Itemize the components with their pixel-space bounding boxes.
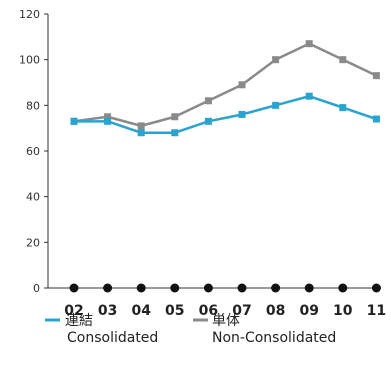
y-tick-label-60: 60	[26, 145, 40, 158]
data-point-consolidated-05	[171, 129, 179, 137]
series-line-consolidated	[74, 94, 377, 134]
x-tick-label-06: 06	[199, 303, 218, 319]
x-tick-label-11: 11	[367, 303, 386, 319]
data-point-non-consolidated-10	[339, 56, 347, 64]
legend-label-consolidated-jp: 連結	[65, 313, 93, 329]
y-tick-label-80: 80	[26, 99, 40, 112]
x-tick-dot-03	[103, 283, 113, 293]
data-point-non-consolidated-08	[272, 56, 280, 64]
x-tick-dot-05	[170, 283, 180, 293]
series-line-non-consolidated	[73, 42, 377, 128]
legend-item-non-consolidated: 単体 Non-Consolidated	[193, 313, 336, 346]
data-point-non-consolidated-06	[204, 97, 212, 105]
legend-label-non-consolidated-jp: 単体	[212, 313, 240, 329]
data-point-consolidated-02	[70, 117, 78, 125]
data-point-consolidated-11	[372, 115, 380, 123]
x-tick-label-08: 08	[266, 303, 285, 319]
x-tick-dot-11	[371, 283, 381, 293]
y-tick-label-0: 0	[33, 282, 40, 295]
data-point-non-consolidated-03	[104, 113, 112, 121]
legend: 連結 Consolidated 単体 Non-Consolidated	[45, 313, 336, 346]
x-tick-dot-07	[237, 283, 247, 293]
x-tick-dot-09	[304, 283, 314, 293]
x-tick-label-04: 04	[131, 303, 151, 319]
data-point-consolidated-04	[137, 129, 145, 137]
data-point-consolidated-09	[305, 92, 313, 100]
data-point-consolidated-06	[204, 117, 212, 125]
data-point-consolidated-08	[272, 101, 280, 109]
x-tick-label-03: 03	[98, 303, 117, 319]
data-point-non-consolidated-07	[238, 81, 246, 89]
x-tick-dot-02	[69, 283, 79, 293]
x-tick-dot-10	[338, 283, 348, 293]
data-point-consolidated-03	[104, 117, 112, 125]
y-tick-label-40: 40	[26, 191, 40, 204]
y-axis: 0 20 40 60 80 100 120	[19, 8, 49, 295]
x-tick-label-02: 02	[64, 303, 83, 319]
y-tick-label-100: 100	[19, 54, 40, 67]
data-point-consolidated-07	[238, 110, 246, 118]
x-tick-label-05: 05	[165, 303, 184, 319]
x-tick-label-07: 07	[232, 303, 251, 319]
x-tick-dot-06	[203, 283, 213, 293]
data-point-consolidated-10	[339, 104, 347, 112]
x-tick-label-09: 09	[299, 303, 318, 319]
legend-item-consolidated: 連結 Consolidated	[45, 313, 158, 346]
x-tick-dot-04	[136, 283, 146, 293]
data-point-non-consolidated-04	[137, 122, 145, 130]
y-tick-label-20: 20	[26, 236, 40, 249]
legend-label-consolidated-en: Consolidated	[67, 330, 158, 346]
series-layer	[70, 40, 380, 137]
legend-label-non-consolidated-en: Non-Consolidated	[212, 330, 336, 346]
data-point-non-consolidated-11	[372, 72, 380, 80]
x-tick-dot-08	[271, 283, 281, 293]
data-point-non-consolidated-09	[305, 40, 313, 48]
x-tick-label-10: 10	[333, 303, 353, 319]
y-tick-label-120: 120	[19, 8, 40, 21]
x-axis: 02 03 04 05 06 07 08 09 10 11	[48, 283, 386, 319]
data-point-non-consolidated-05	[171, 113, 179, 121]
